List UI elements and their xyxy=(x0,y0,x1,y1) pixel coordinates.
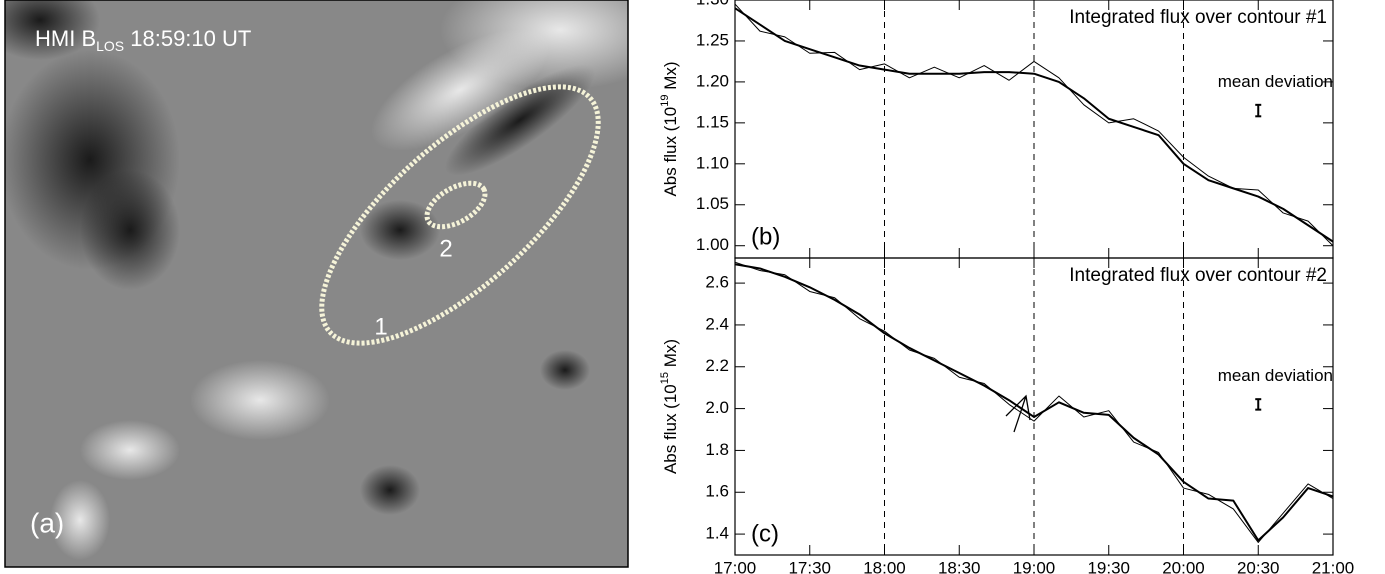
annotation: Integrated flux over contour #1 xyxy=(1069,7,1327,28)
contour xyxy=(424,180,488,230)
y-tick-label: 2.0 xyxy=(705,398,729,417)
y-axis-label-unit: Mx) xyxy=(661,61,680,94)
x-tick-label: 18:00 xyxy=(863,558,906,574)
x-tick-label: 17:30 xyxy=(788,558,831,574)
y-tick-label: 1.10 xyxy=(696,153,729,172)
y-tick-label: 1.30 xyxy=(696,0,729,8)
plot-frame xyxy=(734,257,1334,556)
panel-label: (c) xyxy=(751,520,779,547)
y-tick-label: 1.6 xyxy=(705,482,729,501)
y-axis-label: Abs flux (1015 Mx) xyxy=(659,339,681,474)
x-tick-label: 20:00 xyxy=(1162,558,1205,574)
magnetogram xyxy=(5,0,628,567)
x-tick-label: 21:00 xyxy=(1312,558,1355,574)
annotation: Integrated flux over contour #2 xyxy=(1069,265,1327,286)
image-frame xyxy=(4,0,629,568)
y-axis-label-text: Abs flux (10 xyxy=(661,107,680,197)
image-title: HMI BLOS 18:59:10 UT xyxy=(35,26,251,54)
y-tick-label: 1.20 xyxy=(696,71,729,90)
y-tick-label: 1.4 xyxy=(705,524,729,543)
contour xyxy=(319,84,601,346)
x-tick-label: 17:00 xyxy=(714,558,757,574)
y-axis-label-unit: Mx) xyxy=(661,339,680,372)
y-axis-label: Abs flux (1019 Mx) xyxy=(659,61,681,196)
y-tick-label: 1.00 xyxy=(696,235,729,254)
arrow xyxy=(1005,394,1031,433)
contour-label: 1 xyxy=(374,313,387,340)
annotation: mean deviation xyxy=(1218,72,1333,91)
y-axis-label-text: Abs flux (10 xyxy=(661,384,680,474)
y-tick-label: 1.8 xyxy=(705,440,729,459)
annotation: mean deviation xyxy=(1218,366,1333,385)
y-tick-label: 2.2 xyxy=(705,356,729,375)
x-tick-label: 19:30 xyxy=(1087,558,1130,574)
panel-label: (b) xyxy=(751,223,780,250)
y-tick-label: 1.15 xyxy=(696,112,729,131)
data-line xyxy=(734,261,1334,543)
data-line xyxy=(734,263,1334,542)
data-line xyxy=(734,7,1334,243)
y-tick-label: 2.4 xyxy=(705,314,729,333)
x-tick-label: 18:30 xyxy=(938,558,981,574)
y-axis-label-exp: 19 xyxy=(659,95,671,107)
contour-label: 2 xyxy=(439,235,452,262)
y-tick-label: 1.05 xyxy=(696,194,729,213)
x-tick-label: 19:00 xyxy=(1013,558,1056,574)
panel-label: (a) xyxy=(30,507,64,538)
y-tick-label: 1.25 xyxy=(696,30,729,49)
x-tick-label: 20:30 xyxy=(1237,558,1280,574)
y-tick-label: 2.6 xyxy=(705,273,729,292)
y-axis-label-exp: 15 xyxy=(659,372,671,384)
